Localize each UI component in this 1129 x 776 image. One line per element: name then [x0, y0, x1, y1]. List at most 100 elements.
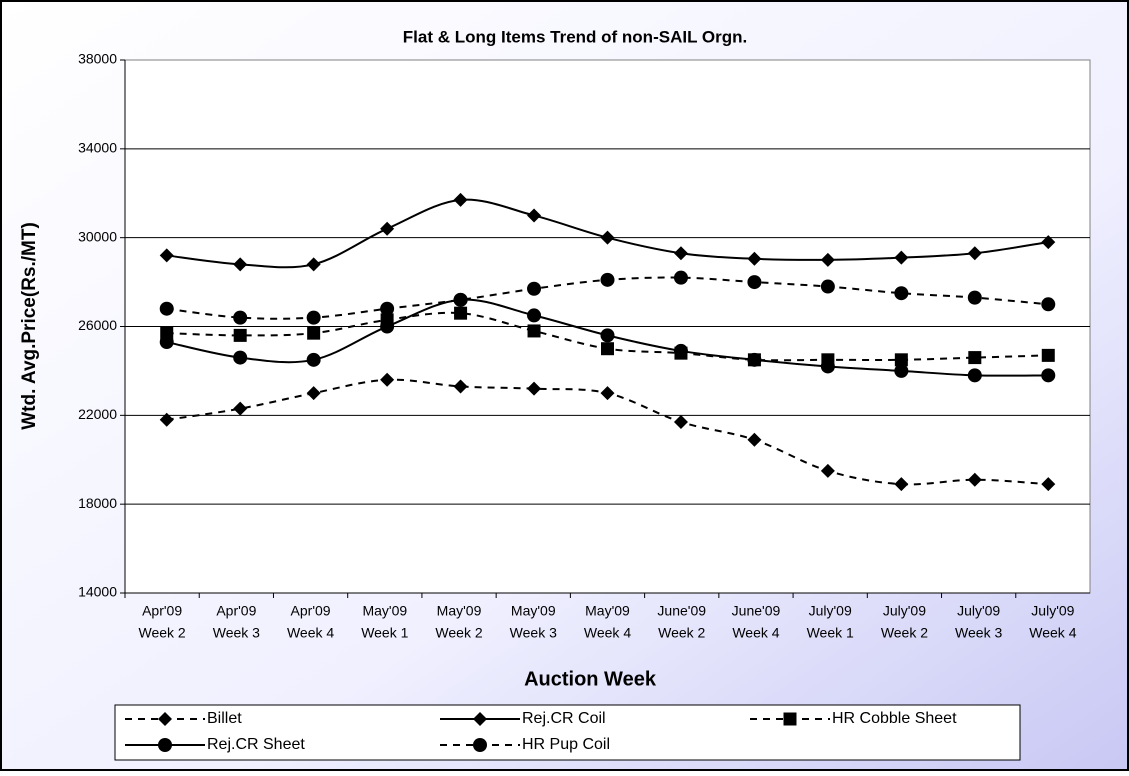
data-point	[527, 324, 541, 338]
x-tick-label: Week 2	[435, 625, 482, 641]
x-tick-label: July'09	[883, 603, 926, 619]
data-point	[527, 281, 542, 296]
data-point	[967, 246, 982, 261]
legend-marker	[783, 712, 797, 726]
data-point	[306, 386, 321, 401]
legend-label: Billet	[207, 710, 242, 727]
data-point	[967, 290, 982, 305]
legend-marker	[473, 738, 487, 752]
data-point	[380, 319, 395, 334]
data-point	[601, 342, 614, 356]
data-point	[1041, 348, 1055, 362]
data-point	[894, 363, 909, 378]
x-tick-label: June'09	[657, 603, 706, 619]
x-tick-label: Week 1	[361, 625, 408, 641]
data-point	[306, 352, 321, 367]
legend-marker	[158, 738, 172, 752]
legend	[114, 704, 1021, 761]
data-point	[233, 257, 248, 272]
x-tick-label: May'09	[511, 603, 556, 619]
y-tick-label: 30000	[78, 228, 117, 244]
data-point	[747, 352, 762, 367]
x-tick-label: May'09	[437, 603, 482, 619]
data-point	[747, 432, 762, 447]
legend-label: HR Cobble Sheet	[832, 710, 957, 727]
data-point	[1041, 297, 1056, 312]
x-tick-label: Week 3	[213, 625, 260, 641]
data-point	[380, 221, 395, 236]
data-point	[307, 326, 321, 340]
x-tick-label: Apr'09	[291, 603, 331, 619]
data-point	[820, 279, 835, 294]
data-point	[1041, 235, 1056, 250]
data-point	[600, 386, 615, 401]
x-tick-label: May'09	[585, 603, 630, 619]
data-point	[453, 292, 468, 307]
data-point	[894, 353, 908, 367]
y-tick-label: 18000	[78, 495, 117, 511]
x-tick-label: Week 3	[955, 625, 1002, 641]
y-tick-label: 38000	[78, 51, 117, 67]
legend-label: HR Pup Coil	[522, 736, 610, 753]
data-point	[747, 275, 762, 290]
data-point	[306, 310, 321, 325]
x-tick-label: Week 2	[658, 625, 705, 641]
x-tick-label: Week 4	[287, 625, 334, 641]
data-point	[233, 401, 248, 416]
x-tick-label: Week 2	[139, 625, 186, 641]
data-point	[968, 351, 982, 365]
data-point	[527, 381, 542, 396]
chart-title: Flat & Long Items Trend of non-SAIL Orgn…	[403, 27, 747, 46]
x-tick-label: Week 3	[510, 625, 557, 641]
x-tick-label: July'09	[957, 603, 1000, 619]
data-point	[820, 252, 835, 267]
data-point	[894, 250, 909, 265]
data-point	[1041, 368, 1056, 383]
data-point	[673, 246, 688, 261]
data-point	[454, 306, 468, 320]
data-point	[233, 310, 248, 325]
x-tick-label: Week 1	[807, 625, 854, 641]
data-point	[967, 472, 982, 487]
data-point	[673, 270, 688, 285]
x-tick-label: Week 4	[732, 625, 779, 641]
data-point	[967, 368, 982, 383]
x-tick-label: Apr'09	[216, 603, 256, 619]
data-point	[600, 272, 615, 287]
x-tick-label: Week 4	[584, 625, 631, 641]
data-point	[527, 208, 542, 223]
data-point	[159, 301, 174, 316]
data-point	[894, 286, 909, 301]
x-axis-label: Auction Week	[524, 668, 657, 690]
data-point	[233, 328, 247, 342]
y-axis-label: Wtd. Avg.Price(Rs./MT)	[19, 222, 40, 430]
data-point	[233, 350, 248, 365]
data-point	[600, 230, 615, 245]
data-point	[820, 359, 835, 374]
data-point	[820, 463, 835, 478]
data-point	[159, 412, 174, 427]
x-tick-label: July'09	[809, 603, 852, 619]
data-point	[600, 328, 615, 343]
x-tick-label: July'09	[1031, 603, 1074, 619]
legend-label: Rej.CR Sheet	[207, 736, 305, 753]
legend-marker	[158, 712, 172, 726]
data-point	[306, 257, 321, 272]
legend-marker	[473, 712, 487, 726]
data-point	[673, 343, 688, 358]
y-tick-label: 26000	[78, 317, 117, 333]
y-tick-label: 14000	[78, 584, 117, 600]
data-point	[1041, 477, 1056, 492]
data-point	[453, 192, 468, 207]
data-point	[453, 379, 468, 394]
x-tick-label: Apr'09	[142, 603, 182, 619]
data-point	[747, 251, 762, 266]
data-point	[159, 335, 174, 350]
x-tick-label: Week 4	[1029, 625, 1076, 641]
data-point	[380, 301, 395, 316]
y-tick-label: 22000	[78, 406, 117, 422]
data-point	[380, 372, 395, 387]
x-tick-label: June'09	[732, 603, 781, 619]
x-tick-label: Week 2	[881, 625, 928, 641]
